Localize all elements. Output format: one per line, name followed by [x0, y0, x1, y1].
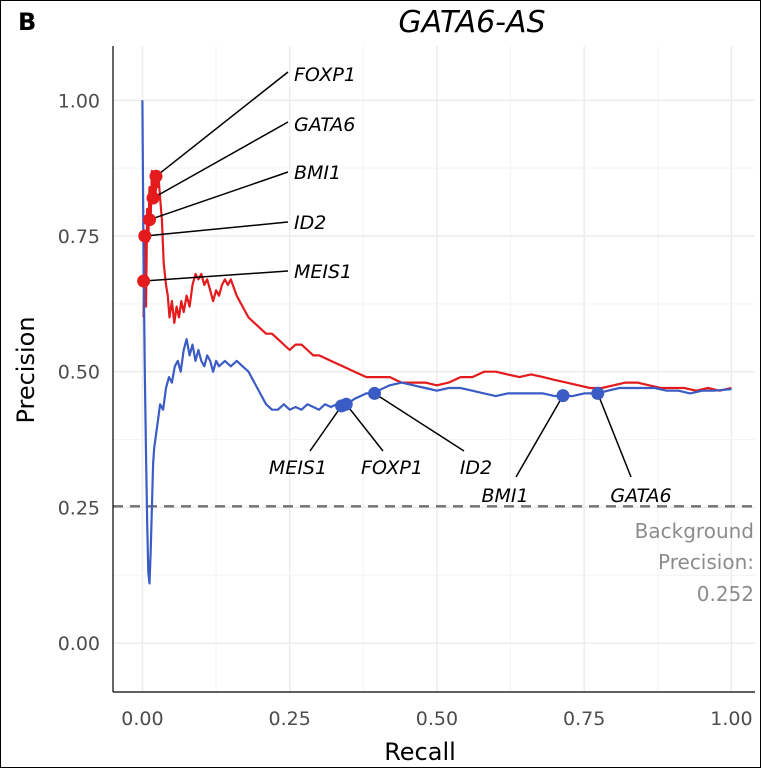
annotation-leader	[149, 171, 289, 221]
annotation-leader	[143, 270, 289, 282]
highlight-points	[137, 169, 605, 413]
annotation-leader	[144, 221, 289, 237]
grid-lines	[113, 46, 755, 692]
highlight-point	[146, 191, 160, 205]
annotation-label: ID2	[294, 212, 326, 234]
annotation-label: BMI1	[294, 162, 341, 184]
x-tick-labels: 0.00 0.25 0.50 0.75 1.00	[121, 708, 752, 730]
y-tick-label: 0.75	[58, 226, 100, 248]
annotation-leader	[515, 395, 564, 478]
background-label-line: Precision:	[658, 550, 754, 574]
x-tick-label: 0.50	[416, 708, 458, 730]
highlight-point	[556, 389, 570, 403]
y-tick-labels: 0.00 0.25 0.50 0.75 1.00	[58, 90, 100, 655]
y-tick-label: 0.50	[58, 362, 100, 384]
highlight-point	[339, 397, 353, 411]
highlight-point	[149, 169, 163, 183]
annotation-label: ID2	[460, 457, 492, 479]
highlight-point	[368, 386, 382, 400]
y-axis-title: Precision	[12, 316, 40, 423]
x-tick-label: 0.25	[269, 708, 311, 730]
annotation-label: GATA6	[610, 485, 671, 507]
annotation-label: MEIS1	[294, 261, 352, 283]
highlight-point	[591, 386, 605, 400]
chart-title: GATA6-AS	[398, 5, 545, 40]
annotation-leader	[374, 392, 465, 452]
panel-label: B	[18, 8, 36, 36]
annotation-label: FOXP1	[294, 64, 356, 86]
series-lines	[141, 100, 732, 585]
x-tick-label: 0.00	[121, 708, 163, 730]
highlight-point	[138, 229, 152, 243]
annotation-leader	[597, 393, 632, 478]
highlight-point	[143, 213, 157, 227]
background-precision-label: Background Precision: 0.252	[635, 519, 754, 606]
annotation-leader	[155, 71, 289, 177]
x-axis-title: Recall	[384, 738, 456, 766]
y-tick-label: 1.00	[58, 90, 100, 112]
series-line-1	[141, 100, 732, 585]
series-line-0	[142, 169, 732, 392]
annotation-label: MEIS1	[269, 457, 327, 479]
x-tick-label: 0.75	[563, 708, 605, 730]
annotations: FOXP1 GATA6 BMI1 ID2 MEIS1 MEIS1 FOXP1 ID2 BMI1 G…	[143, 64, 672, 507]
annotation-label: FOXP1	[361, 457, 423, 479]
y-tick-label: 0.00	[58, 633, 100, 655]
y-tick-label: 0.25	[58, 497, 100, 519]
annotation-label: GATA6	[294, 114, 355, 136]
annotation-leader	[152, 121, 289, 199]
highlight-point	[137, 274, 151, 288]
background-label-line: Background	[635, 519, 754, 543]
background-label-line: 0.252	[697, 582, 754, 606]
x-tick-label: 1.00	[710, 708, 752, 730]
annotation-leader	[345, 403, 384, 452]
annotation-leader	[309, 405, 343, 452]
annotation-label: BMI1	[481, 485, 528, 507]
